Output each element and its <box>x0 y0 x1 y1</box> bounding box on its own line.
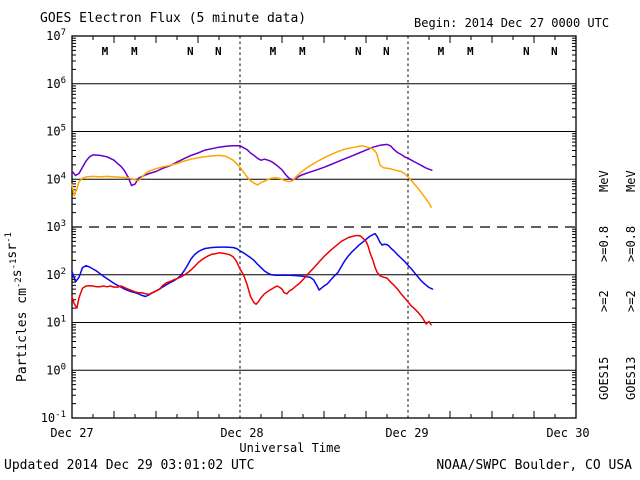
legend-goes15-satellite: GOES15 <box>597 357 611 400</box>
updated-timestamp: Updated 2014 Dec 29 03:01:02 UTC <box>4 458 254 473</box>
local-time-marker-n: N <box>523 45 530 58</box>
y-axis-title: Particles cm-2s-1sr-1 <box>4 232 30 382</box>
y-tick-label: 100 <box>46 362 66 377</box>
y-tick-label: 105 <box>46 124 66 139</box>
series-goes13-2-mev <box>71 234 432 326</box>
local-time-marker-n: N <box>355 45 362 58</box>
series-goes15-0.8-mev <box>71 143 433 187</box>
chart-title: GOES Electron Flux (5 minute data) <box>40 11 306 26</box>
local-time-marker-n: N <box>551 45 558 58</box>
local-time-marker-m: M <box>299 45 306 58</box>
local-time-marker-m: M <box>131 45 138 58</box>
series-goes13-0.8-mev <box>71 145 432 208</box>
legend-goes15-e08: >=0.8 <box>597 226 611 262</box>
x-tick-label: Dec 27 <box>50 426 93 440</box>
local-time-marker-m: M <box>270 45 277 58</box>
legend-goes13-unit: MeV <box>624 170 638 192</box>
local-time-marker-m: M <box>438 45 445 58</box>
plot-area: 107 106 105 104 103 102 101 100 10-1 Particles cm… <box>4 28 638 440</box>
y-tick-label: 10-1 <box>41 410 66 425</box>
y-tick-label: 107 <box>46 28 66 43</box>
legend-goes15-e2: >=2 <box>597 290 611 312</box>
legend-goes13-e2: >=2 <box>624 290 638 312</box>
y-tick-label: 106 <box>46 76 66 91</box>
y-tick-label: 103 <box>46 219 66 234</box>
y-tick-label: 104 <box>46 171 66 186</box>
source-attribution: NOAA/SWPC Boulder, CO USA <box>436 458 632 473</box>
x-tick-label: Dec 28 <box>220 426 263 440</box>
local-time-marker-m: M <box>102 45 109 58</box>
legend-goes15-unit: MeV <box>597 170 611 192</box>
legend-goes13-e08: >=0.8 <box>624 226 638 262</box>
series-goes15-2-mev <box>71 232 434 298</box>
local-time-marker-n: N <box>215 45 222 58</box>
begin-timestamp: Begin: 2014 Dec 27 0000 UTC <box>414 16 609 30</box>
y-tick-label: 101 <box>46 315 66 330</box>
x-tick-label: Dec 30 <box>546 426 589 440</box>
local-time-marker-n: N <box>383 45 390 58</box>
x-tick-label: Dec 29 <box>385 426 428 440</box>
legend-goes13-satellite: GOES13 <box>624 357 638 400</box>
local-time-marker-m: M <box>467 45 474 58</box>
y-tick-label: 102 <box>46 267 66 282</box>
x-axis-title: Universal Time <box>239 441 340 455</box>
plot-frame <box>71 35 577 419</box>
local-time-marker-n: N <box>187 45 194 58</box>
